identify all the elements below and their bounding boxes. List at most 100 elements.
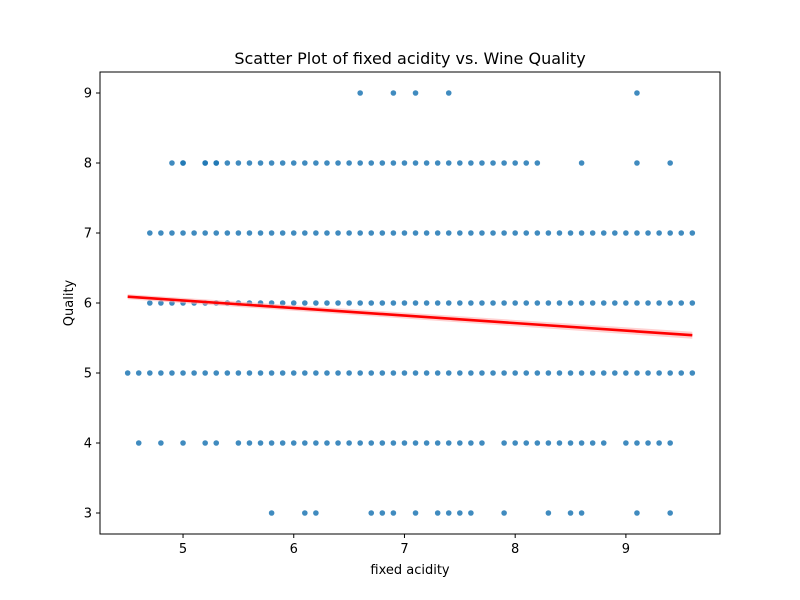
data-point [357,300,363,306]
data-point [523,300,530,306]
x-axis-title: fixed acidity [370,563,450,578]
data-point [457,440,463,446]
data-point [390,370,397,376]
data-point [556,440,563,446]
data-point [556,370,563,376]
data-point [667,230,673,236]
data-point [667,160,673,166]
data-point [313,440,319,446]
data-point [135,440,142,446]
data-point [169,370,175,376]
data-point [600,230,607,236]
data-point [545,370,552,376]
data-point [645,440,651,446]
data-point [645,370,651,376]
data-point [656,440,662,446]
data-point [213,370,220,376]
data-point [645,300,651,306]
data-point [235,370,242,376]
data-point [501,230,507,236]
data-point [335,440,341,446]
data-point [479,230,485,236]
data-point [578,440,585,446]
data-point [124,370,131,376]
data-point [346,160,352,166]
data-point [678,370,685,376]
data-point [224,230,231,236]
data-point [479,300,485,306]
data-point [434,230,441,236]
data-point [257,370,264,376]
data-point [634,160,640,166]
y-tick-label: 8 [84,157,92,172]
y-axis-title: Quality [62,279,77,326]
data-point [534,440,541,446]
data-point [667,370,673,376]
data-point [412,160,419,166]
data-point [445,370,452,376]
data-point [612,370,618,376]
data-point [457,510,463,516]
data-point [379,370,386,376]
data-point [412,300,419,306]
data-point [545,230,552,236]
data-point [600,300,607,306]
data-point [401,440,408,446]
data-point [213,440,220,446]
data-point [368,510,375,516]
data-point [600,440,607,446]
data-point [147,230,153,236]
data-point [158,370,164,376]
data-point [434,160,441,166]
data-point [434,370,441,376]
data-point [324,300,330,306]
data-point [202,440,208,446]
data-point [191,370,197,376]
data-point [445,160,452,166]
data-point [545,440,552,446]
data-point [169,160,175,166]
data-point [567,440,574,446]
data-point [147,370,153,376]
data-point [290,300,297,306]
data-point [445,300,452,306]
data-point [490,230,496,236]
data-point [468,370,474,376]
data-point [290,160,297,166]
data-point [390,160,397,166]
data-point [634,230,640,236]
data-point [379,230,386,236]
y-tick-label: 7 [84,227,92,242]
data-point [202,160,208,166]
data-point [678,300,685,306]
data-point [257,160,264,166]
data-point [368,230,375,236]
x-tick-label: 6 [290,542,298,557]
data-point [545,300,552,306]
data-point [423,440,430,446]
data-point [556,300,563,306]
data-point [468,300,474,306]
data-point [290,440,297,446]
data-point [335,230,341,236]
data-point [379,160,386,166]
data-point [368,440,375,446]
data-point [578,370,585,376]
data-point [368,160,375,166]
data-point [191,230,197,236]
data-point [379,510,386,516]
y-axis: 3 4 5 6 7 8 9 [84,87,100,522]
data-point [667,440,673,446]
data-point [279,230,286,236]
data-point [689,370,696,376]
data-point [634,440,640,446]
data-point [445,90,452,96]
data-point [600,370,607,376]
data-point [457,230,463,236]
data-point [523,160,530,166]
data-point [678,230,685,236]
data-point [357,440,363,446]
data-point [147,300,153,306]
data-point [346,230,352,236]
data-point [401,230,408,236]
